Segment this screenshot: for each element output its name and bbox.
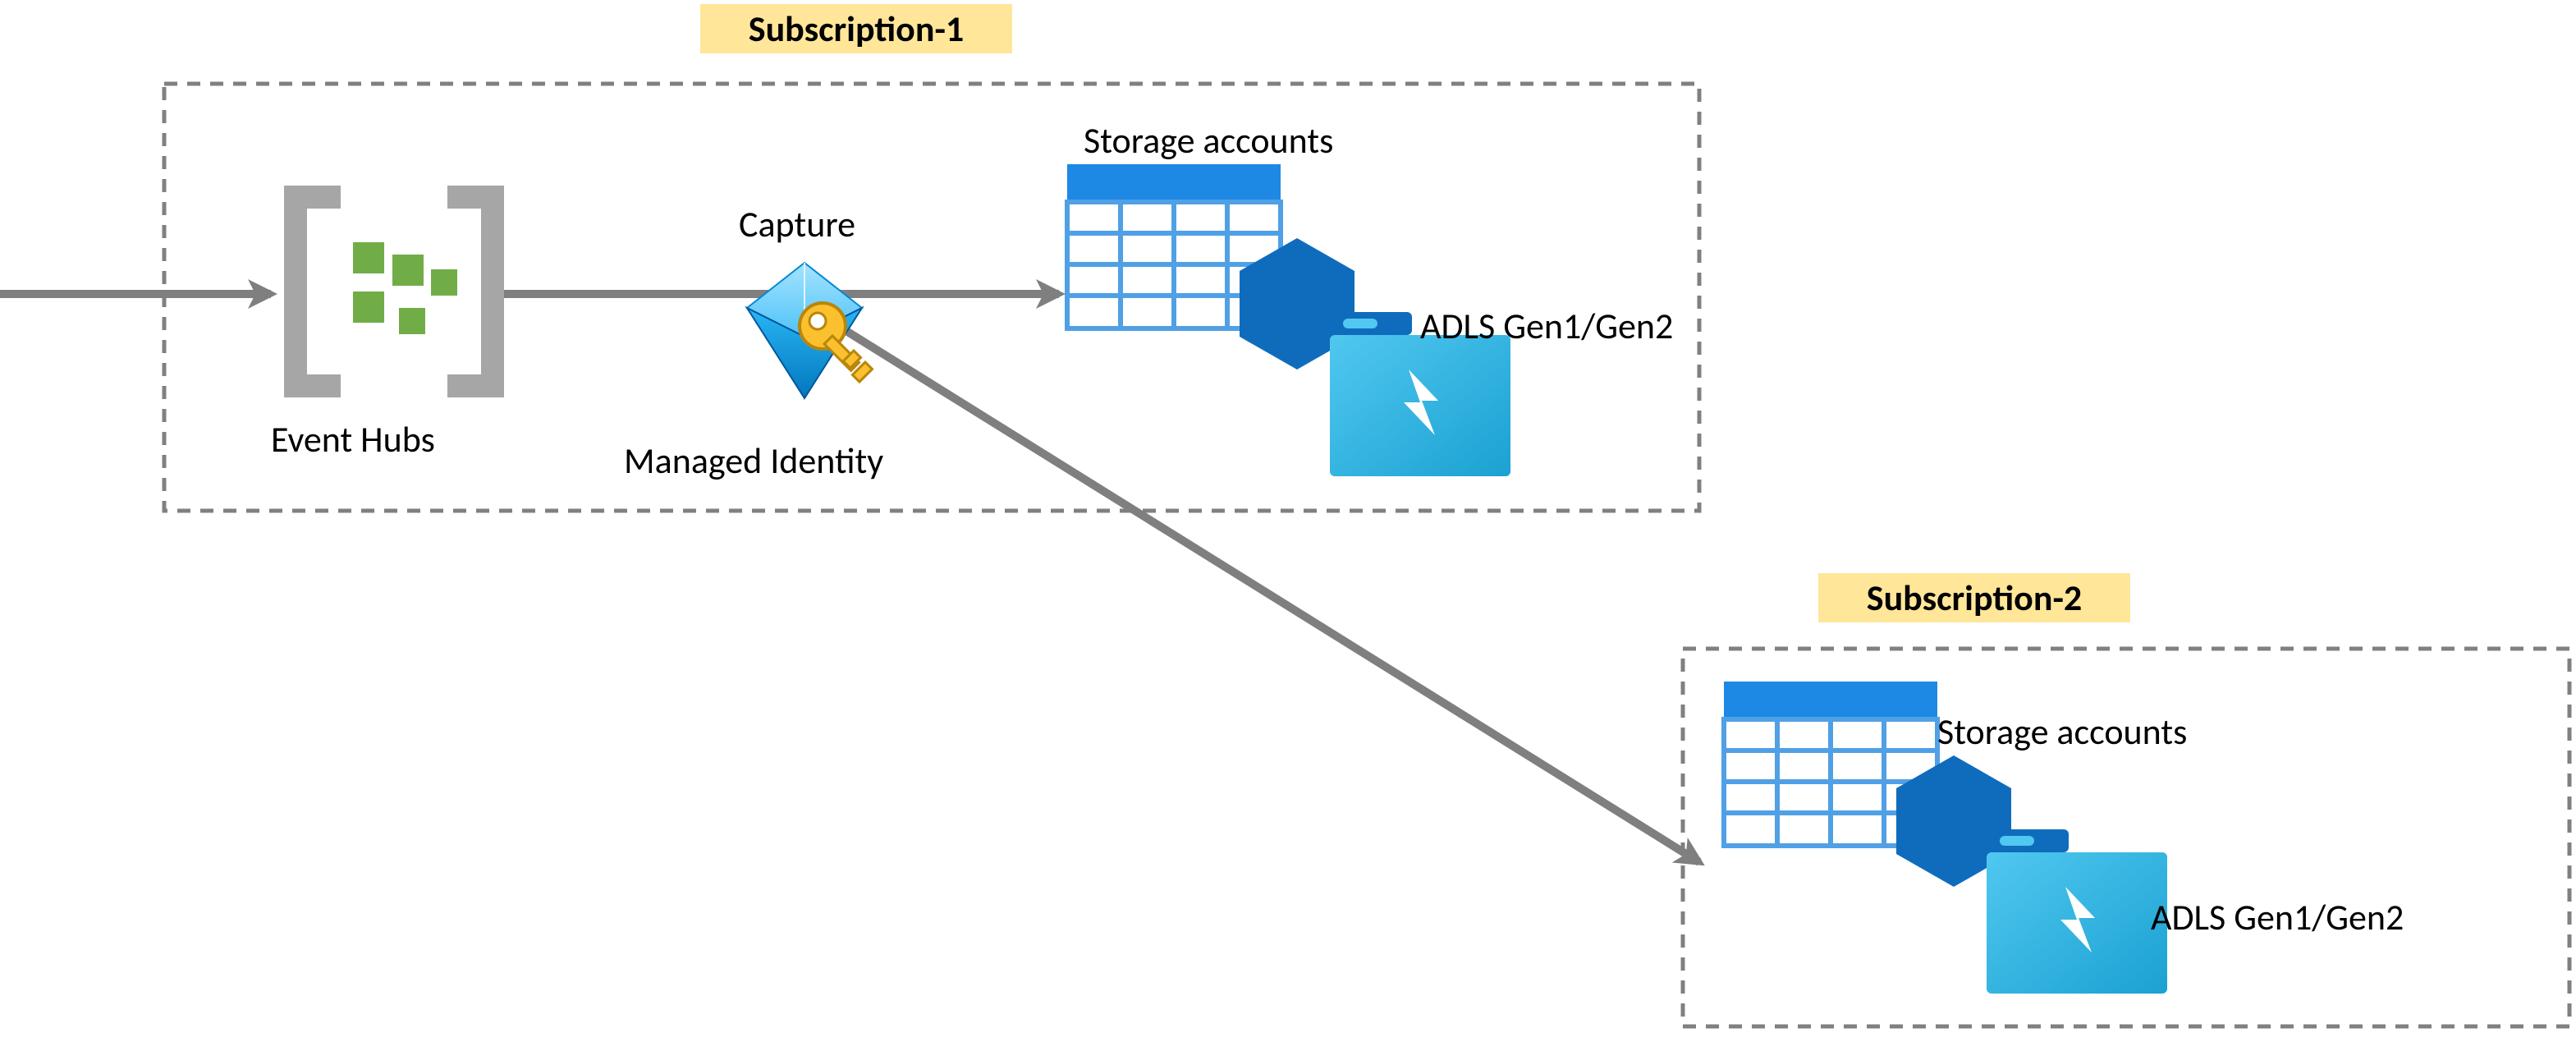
arrow-capture-to-storage2 bbox=[829, 320, 1699, 862]
subscription-2-banner-text: Subscription-2 bbox=[1867, 576, 2082, 620]
adls-1-label: ADLS Gen1/Gen2 bbox=[1420, 304, 1673, 348]
subscription-1-banner: Subscription-1 bbox=[700, 4, 1012, 53]
event-hubs-icon bbox=[296, 197, 493, 386]
event-hubs-label: Event Hubs bbox=[271, 417, 435, 461]
capture-label: Capture bbox=[739, 202, 855, 246]
storage-accounts-2-label: Storage accounts bbox=[1937, 709, 2187, 754]
managed-identity-label: Managed Identity bbox=[624, 438, 883, 483]
managed-identity-icon bbox=[747, 263, 872, 398]
storage-accounts-1-label: Storage accounts bbox=[1084, 118, 1333, 163]
adls-2-label: ADLS Gen1/Gen2 bbox=[2151, 895, 2404, 939]
subscription-1-banner-text: Subscription-1 bbox=[749, 7, 964, 51]
subscription-2-banner: Subscription-2 bbox=[1818, 573, 2130, 622]
